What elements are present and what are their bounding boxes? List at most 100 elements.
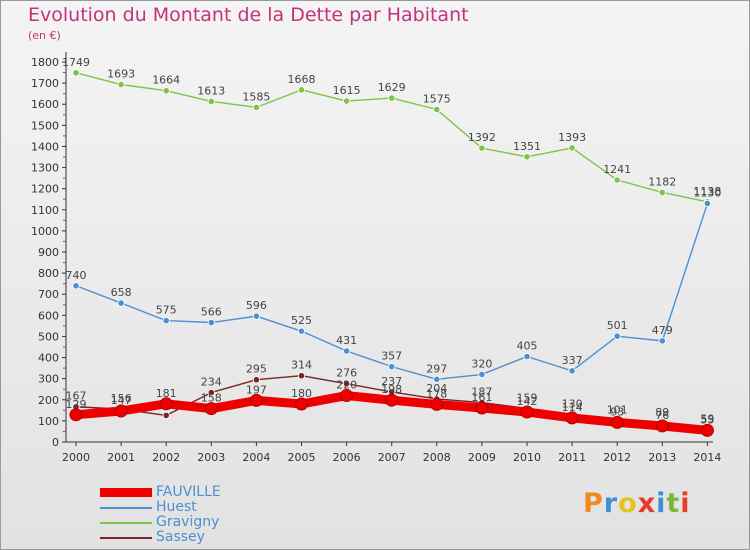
logo-letter: i [656, 488, 667, 519]
legend: FAUVILLE Huest Gravigny Sassey [100, 485, 221, 545]
data-label: 276 [336, 367, 357, 380]
data-label: 101 [607, 404, 628, 417]
data-point [249, 393, 263, 407]
y-tick-label: 300 [38, 373, 59, 386]
x-tick-label: 2010 [513, 451, 541, 464]
data-point [523, 153, 531, 161]
data-label: 1615 [333, 84, 361, 97]
data-label: 180 [291, 387, 312, 400]
data-label: 405 [517, 340, 538, 353]
data-label: 204 [426, 382, 447, 395]
data-label: 1138 [693, 185, 721, 198]
data-label: 1575 [423, 93, 451, 106]
data-point [520, 405, 534, 419]
x-tick-label: 2001 [107, 451, 135, 464]
data-label: 320 [471, 357, 492, 370]
y-tick-label: 1500 [31, 119, 59, 132]
data-label: 314 [291, 359, 312, 372]
y-tick-label: 500 [38, 330, 59, 343]
data-label: 1613 [197, 84, 225, 97]
y-tick-label: 0 [52, 436, 59, 449]
proxiti-logo: Proxiti [583, 488, 691, 519]
data-label: 159 [517, 391, 538, 404]
data-point [117, 299, 125, 307]
data-label: 431 [336, 334, 357, 347]
data-label: 357 [381, 350, 402, 363]
y-tick-label: 1200 [31, 183, 59, 196]
data-point [658, 337, 666, 345]
data-point [69, 408, 83, 422]
data-point [610, 415, 624, 429]
data-label: 1693 [107, 68, 135, 81]
y-tick-label: 600 [38, 309, 59, 322]
data-label: 1351 [513, 140, 541, 153]
data-point [475, 401, 489, 415]
data-label: 1182 [648, 175, 676, 188]
data-label: 142 [517, 395, 538, 408]
y-tick-label: 1100 [31, 204, 59, 217]
legend-label: Gravigny [156, 514, 220, 530]
data-label: 93 [610, 405, 624, 418]
chart-title: Evolution du Montant de la Dette par Hab… [28, 4, 469, 26]
data-label: 596 [246, 299, 267, 312]
data-point [568, 367, 576, 375]
data-label: 525 [291, 314, 312, 327]
data-point [700, 423, 714, 437]
data-label: 658 [111, 286, 132, 299]
data-label: 1749 [62, 56, 90, 69]
data-label: 1392 [468, 131, 496, 144]
data-point [117, 80, 125, 89]
x-tick-label: 2006 [333, 451, 361, 464]
data-label: 740 [66, 269, 87, 282]
x-tick-label: 2013 [648, 451, 676, 464]
x-tick-label: 2004 [242, 451, 270, 464]
legend-label: FAUVILLE [156, 484, 221, 500]
chart-subtitle: (en €) [28, 29, 61, 42]
data-label: 59 [700, 413, 714, 426]
data-point [162, 317, 170, 325]
logo-letter: x [637, 488, 657, 519]
data-label: 479 [652, 324, 673, 337]
data-label: 167 [66, 390, 87, 403]
x-tick-label: 2003 [197, 451, 225, 464]
data-label: 566 [201, 306, 222, 319]
data-point [565, 411, 579, 425]
data-point [159, 397, 173, 411]
y-tick-label: 1600 [31, 98, 59, 111]
data-label: 1130 [693, 186, 721, 199]
logo-letter: P [583, 488, 604, 519]
data-point [478, 370, 486, 379]
x-tick-label: 2014 [693, 451, 721, 464]
data-label: 55 [700, 413, 714, 426]
x-tick-label: 2011 [558, 451, 586, 464]
data-point [385, 393, 399, 407]
data-label: 89 [655, 406, 669, 419]
data-point [72, 69, 80, 77]
legend-swatch-gravigny [100, 521, 152, 524]
legend-item: FAUVILLE [100, 485, 221, 500]
y-tick-label: 1400 [31, 140, 59, 153]
logo-letter: o [618, 488, 638, 519]
data-label: 1664 [152, 74, 180, 87]
data-label: 129 [66, 398, 87, 411]
data-label: 237 [381, 375, 402, 388]
data-point [72, 282, 80, 290]
legend-item: Gravigny [100, 515, 221, 530]
data-point [613, 176, 621, 184]
data-point [252, 312, 260, 320]
y-tick-label: 1700 [31, 77, 59, 90]
data-point [162, 87, 170, 95]
y-tick-label: 800 [38, 267, 59, 280]
data-label: 1241 [603, 163, 631, 176]
legend-label: Sassey [156, 529, 205, 545]
y-tick-label: 1800 [31, 56, 59, 69]
data-point [433, 375, 441, 383]
data-label: 575 [156, 304, 177, 317]
data-point [523, 352, 531, 361]
data-label: 295 [246, 363, 267, 376]
data-point [252, 376, 260, 384]
data-point [342, 380, 351, 388]
data-point [568, 144, 576, 152]
